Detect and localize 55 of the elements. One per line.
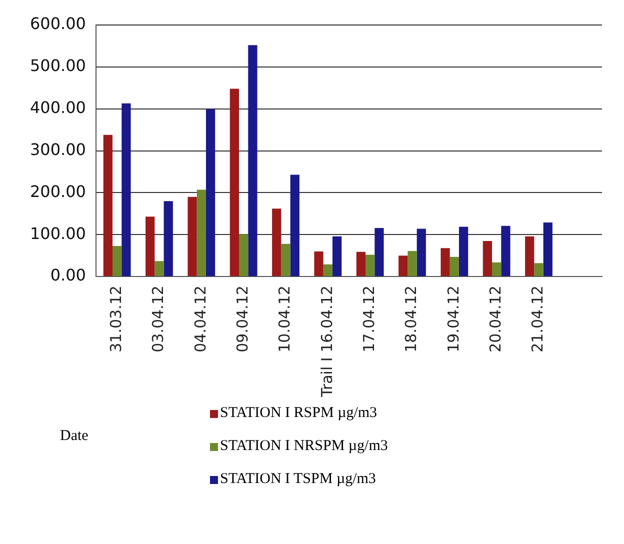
- bar: [103, 134, 112, 276]
- bar: [501, 226, 510, 276]
- y-tick-label: 0.00: [50, 266, 86, 285]
- bar: [408, 251, 417, 276]
- x-tick-label: 31.03.12: [106, 286, 125, 352]
- bar: [272, 208, 282, 276]
- y-tick-label: 300.00: [30, 140, 86, 159]
- x-tick-label: 19.04.12: [444, 286, 462, 352]
- bar: [164, 201, 173, 276]
- bar: [416, 228, 426, 276]
- bar: [525, 236, 534, 276]
- bar: [188, 196, 197, 276]
- bar: [154, 261, 164, 276]
- bar: [146, 216, 155, 276]
- bar: [323, 264, 332, 276]
- bar: [122, 103, 131, 276]
- x-tick-label: Trail I 16.04.12: [318, 286, 336, 398]
- x-tick-label: 18.04.12: [402, 286, 420, 352]
- bar: [112, 246, 122, 276]
- x-tick-label: 17.04.12: [360, 286, 378, 352]
- y-tick-label: 600.00: [30, 14, 86, 34]
- bar: [398, 256, 408, 276]
- x-tick-label: 03.04.12: [149, 286, 168, 352]
- legend-label: STATION I RSPM µg/m3: [220, 405, 378, 422]
- x-tick-label: 04.04.12: [191, 286, 210, 352]
- bar: [534, 263, 544, 276]
- bar: [492, 262, 502, 276]
- y-tick-label: 400.00: [30, 98, 86, 118]
- bar: [248, 45, 258, 276]
- bar: [281, 244, 290, 276]
- bar: [196, 190, 206, 276]
- legend-label: STATION I TSPM µg/m3: [220, 471, 376, 488]
- bar: [366, 254, 375, 276]
- x-tick-label: 21.04.12: [528, 286, 547, 352]
- bar: [230, 88, 240, 276]
- bar: [458, 226, 468, 276]
- bar: [450, 256, 459, 276]
- bar: [314, 251, 324, 276]
- x-tick-label: 10.04.12: [276, 286, 294, 352]
- bar: [332, 236, 342, 276]
- legend-label: STATION I NRSPM µg/m3: [220, 438, 388, 455]
- y-tick-label: 100.00: [30, 224, 86, 243]
- bar: [543, 222, 552, 276]
- x-tick-label: 09.04.12: [233, 286, 252, 352]
- bar: [482, 240, 492, 276]
- bar: [374, 228, 384, 276]
- x-axis-title: Date: [60, 428, 88, 445]
- y-tick-label: 200.00: [30, 182, 86, 201]
- bar: [440, 248, 450, 276]
- bar: [239, 234, 248, 276]
- bar: [206, 109, 216, 276]
- bar: [290, 174, 300, 276]
- y-tick-label: 500.00: [30, 56, 86, 76]
- x-tick-label: 20.04.12: [486, 286, 504, 352]
- bar: [356, 252, 366, 276]
